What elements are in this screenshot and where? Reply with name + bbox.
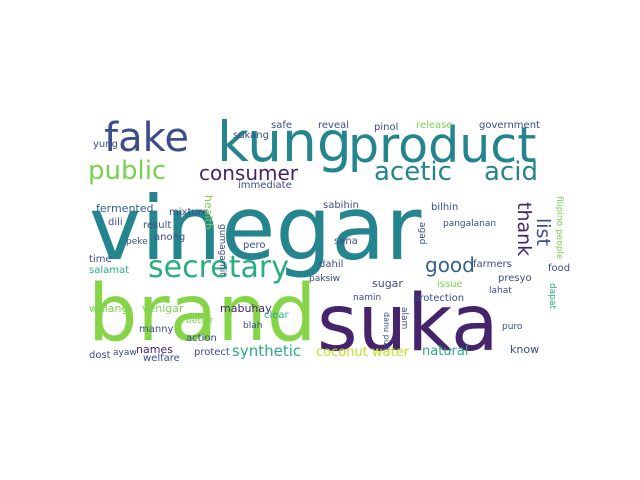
word-natural: natural <box>422 344 469 359</box>
word-dahil: dahil <box>319 259 344 270</box>
word-action: action <box>186 333 217 344</box>
word-release: release <box>416 120 453 131</box>
word-yung: yung <box>93 139 118 150</box>
word-sukang: sukang <box>233 130 269 141</box>
word-safe: safe <box>271 120 293 131</box>
word-ayaw: ayaw <box>113 348 137 358</box>
word-result: result <box>143 220 172 231</box>
word-product: product <box>348 117 537 174</box>
word-cloud: vinegar brand suka kung product fake sec… <box>86 100 575 368</box>
word-health: health <box>202 195 215 230</box>
word-walang: walang <box>89 302 129 315</box>
word-lahat: lahat <box>489 286 512 296</box>
word-sabihin: sabihin <box>323 200 359 211</box>
word-mixture: mixture <box>169 207 208 218</box>
word-gumagamit: gumagamit <box>217 224 227 276</box>
word-vinegar: vinegar <box>89 177 422 280</box>
word-filipino-people: filipino people <box>554 196 564 260</box>
word-consumer: consumer <box>199 161 299 185</box>
word-public: public <box>88 156 167 186</box>
word-blah: blah <box>243 321 263 331</box>
word-brand: brand <box>88 269 317 359</box>
word-peke: peke <box>126 237 148 247</box>
word-pinol: pinol <box>374 122 399 133</box>
word-thank: thank <box>513 202 535 257</box>
word-anong: anong <box>154 232 186 243</box>
word-acid: acid <box>484 157 538 187</box>
word-presyo: presyo <box>498 273 532 284</box>
word-pangalanan: pangalanan <box>443 219 497 229</box>
word-alam: alam <box>399 307 409 330</box>
word-list: list <box>532 218 554 246</box>
word-better: better <box>186 316 214 326</box>
word-government: government <box>479 120 540 131</box>
word-dili: dili <box>108 217 123 228</box>
word-fake: fake <box>104 115 189 161</box>
word-protection: protection <box>413 293 465 304</box>
word-agad: agad <box>417 222 427 245</box>
word-dost: dost <box>89 350 111 361</box>
word-food: food <box>548 263 571 274</box>
word-synthetic: synthetic <box>232 342 302 360</box>
word-pero: pero <box>243 240 266 251</box>
word-manny: manny <box>139 324 174 335</box>
word-reveal: reveal <box>318 120 350 131</box>
word-immediate: immediate <box>238 180 292 191</box>
word-kung: kung <box>217 110 352 174</box>
word-farmers: farmers <box>473 259 512 270</box>
word-venigar: venigar <box>142 302 184 315</box>
word-mabuhay: mabuhay <box>220 302 272 315</box>
word-bilhin: bilhin <box>431 202 459 213</box>
word-protect: protect <box>194 347 230 358</box>
word-sana: sana <box>334 236 358 247</box>
word-good: good <box>425 253 475 277</box>
word-salamat: salamat <box>89 265 130 276</box>
word-danu-puti: danu puti <box>382 312 391 351</box>
word-clear: clear <box>264 310 289 321</box>
word-puro: puro <box>502 322 523 332</box>
word-time: time <box>89 254 112 265</box>
word-paksiw: paksiw <box>309 274 340 284</box>
word-dapat: dapat <box>547 283 557 309</box>
word-acetic: acetic <box>374 157 452 187</box>
word-namin: namin <box>353 293 382 303</box>
word-sugar: sugar <box>372 277 403 290</box>
word-welfare: welfare <box>143 353 180 364</box>
word-issue: issue <box>437 279 463 290</box>
word-coconut-water: coconut water <box>316 345 409 360</box>
word-know: know <box>510 343 540 356</box>
word-names: names <box>136 343 173 356</box>
word-fermented: fermented <box>96 202 154 215</box>
word-suka: suka <box>317 279 499 368</box>
word-secretary: secretary <box>148 250 289 285</box>
